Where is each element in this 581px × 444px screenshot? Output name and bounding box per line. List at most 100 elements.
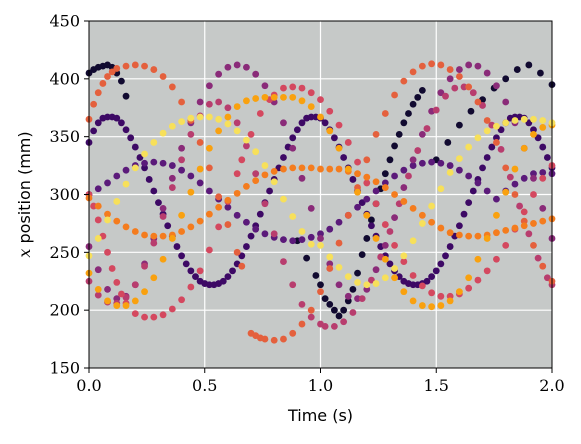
data-point bbox=[326, 300, 334, 308]
data-point bbox=[104, 285, 111, 293]
data-point bbox=[104, 297, 111, 305]
data-point bbox=[335, 144, 343, 152]
data-point bbox=[113, 217, 121, 225]
data-point bbox=[238, 252, 246, 260]
data-point bbox=[493, 122, 500, 130]
data-point bbox=[224, 196, 232, 204]
data-point bbox=[159, 213, 167, 220]
data-point bbox=[516, 202, 523, 210]
data-point bbox=[136, 154, 144, 161]
data-point bbox=[122, 92, 130, 100]
data-point bbox=[122, 180, 130, 188]
data-point bbox=[483, 154, 491, 161]
data-point bbox=[381, 241, 389, 249]
data-point bbox=[428, 60, 436, 68]
data-point bbox=[335, 263, 343, 271]
data-point bbox=[381, 221, 389, 228]
data-point bbox=[90, 100, 98, 108]
data-point bbox=[141, 313, 148, 321]
data-point bbox=[372, 235, 380, 242]
data-point bbox=[335, 121, 343, 129]
data-point bbox=[446, 169, 454, 176]
data-point bbox=[141, 231, 148, 239]
data-point bbox=[456, 166, 463, 174]
data-point bbox=[192, 273, 199, 281]
data-point bbox=[497, 126, 505, 134]
data-point bbox=[280, 93, 287, 101]
data-point bbox=[270, 178, 278, 186]
data-point bbox=[168, 235, 176, 242]
data-point bbox=[243, 97, 250, 105]
data-point bbox=[363, 195, 371, 203]
data-point bbox=[215, 98, 223, 106]
data-point bbox=[298, 97, 306, 105]
data-point bbox=[511, 117, 519, 124]
data-point bbox=[409, 204, 417, 212]
data-point bbox=[511, 224, 519, 232]
data-point bbox=[312, 272, 320, 279]
data-point bbox=[307, 313, 315, 321]
x-tick-label: 0.0 bbox=[76, 376, 101, 395]
data-point bbox=[233, 103, 241, 110]
data-point bbox=[511, 165, 519, 173]
data-point bbox=[122, 166, 130, 174]
data-point bbox=[289, 134, 297, 142]
data-point bbox=[465, 232, 473, 240]
data-point bbox=[298, 119, 306, 127]
data-point bbox=[233, 61, 241, 69]
data-point bbox=[479, 102, 486, 109]
data-point bbox=[233, 189, 241, 197]
data-point bbox=[474, 276, 482, 284]
data-point bbox=[289, 237, 297, 245]
data-point bbox=[321, 295, 329, 302]
series-10 bbox=[85, 113, 556, 289]
data-point bbox=[270, 93, 278, 101]
data-point bbox=[261, 93, 269, 101]
data-point bbox=[446, 229, 454, 237]
data-point bbox=[94, 202, 102, 210]
data-point bbox=[372, 187, 380, 195]
data-point bbox=[409, 297, 417, 305]
data-point bbox=[335, 239, 343, 247]
data-point bbox=[372, 280, 380, 287]
data-point bbox=[502, 75, 510, 83]
data-point bbox=[400, 119, 408, 127]
data-point bbox=[358, 251, 366, 259]
data-point bbox=[358, 295, 366, 302]
data-point bbox=[465, 284, 473, 292]
data-point bbox=[391, 191, 398, 198]
data-point bbox=[113, 198, 121, 205]
data-point bbox=[428, 273, 436, 281]
data-point bbox=[456, 121, 463, 129]
data-point bbox=[354, 279, 361, 286]
data-point bbox=[409, 237, 417, 245]
data-point bbox=[465, 172, 473, 180]
data-point bbox=[187, 172, 195, 180]
data-point bbox=[418, 159, 426, 167]
data-point bbox=[467, 107, 475, 115]
data-point bbox=[437, 260, 445, 268]
data-point bbox=[280, 236, 287, 244]
data-point bbox=[400, 166, 408, 174]
data-point bbox=[525, 61, 533, 69]
data-point bbox=[196, 179, 204, 187]
data-point bbox=[539, 262, 547, 270]
data-point bbox=[474, 232, 482, 240]
data-point bbox=[187, 283, 195, 291]
data-point bbox=[215, 70, 223, 78]
data-point bbox=[233, 248, 241, 256]
data-point bbox=[150, 232, 158, 240]
data-point bbox=[247, 232, 255, 240]
data-point bbox=[372, 200, 380, 208]
data-point bbox=[483, 235, 491, 242]
data-point bbox=[261, 200, 269, 208]
data-point bbox=[493, 211, 500, 219]
data-point bbox=[122, 62, 130, 70]
data-point bbox=[150, 239, 158, 247]
data-point bbox=[270, 230, 278, 238]
data-point bbox=[423, 125, 431, 132]
data-point bbox=[289, 93, 297, 101]
data-point bbox=[354, 269, 361, 277]
data-point bbox=[104, 73, 111, 80]
data-point bbox=[381, 255, 389, 263]
